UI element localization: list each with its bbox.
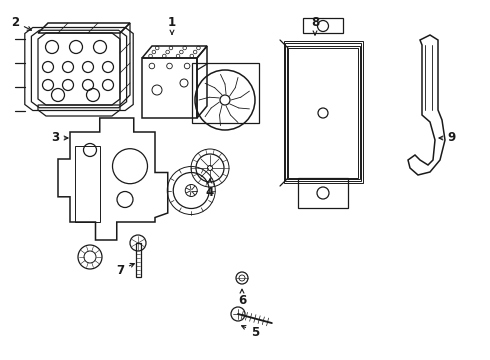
Text: 4: 4 [206, 179, 214, 198]
Text: 8: 8 [311, 15, 319, 35]
Bar [75, 145, 100, 222]
Text: 2: 2 [11, 15, 31, 30]
Text: 6: 6 [238, 289, 246, 306]
Text: 9: 9 [439, 131, 456, 144]
Text: 1: 1 [168, 15, 176, 34]
Text: 5: 5 [242, 325, 259, 338]
Text: 3: 3 [51, 131, 68, 144]
Text: 7: 7 [116, 264, 134, 276]
Bar [136, 243, 141, 277]
